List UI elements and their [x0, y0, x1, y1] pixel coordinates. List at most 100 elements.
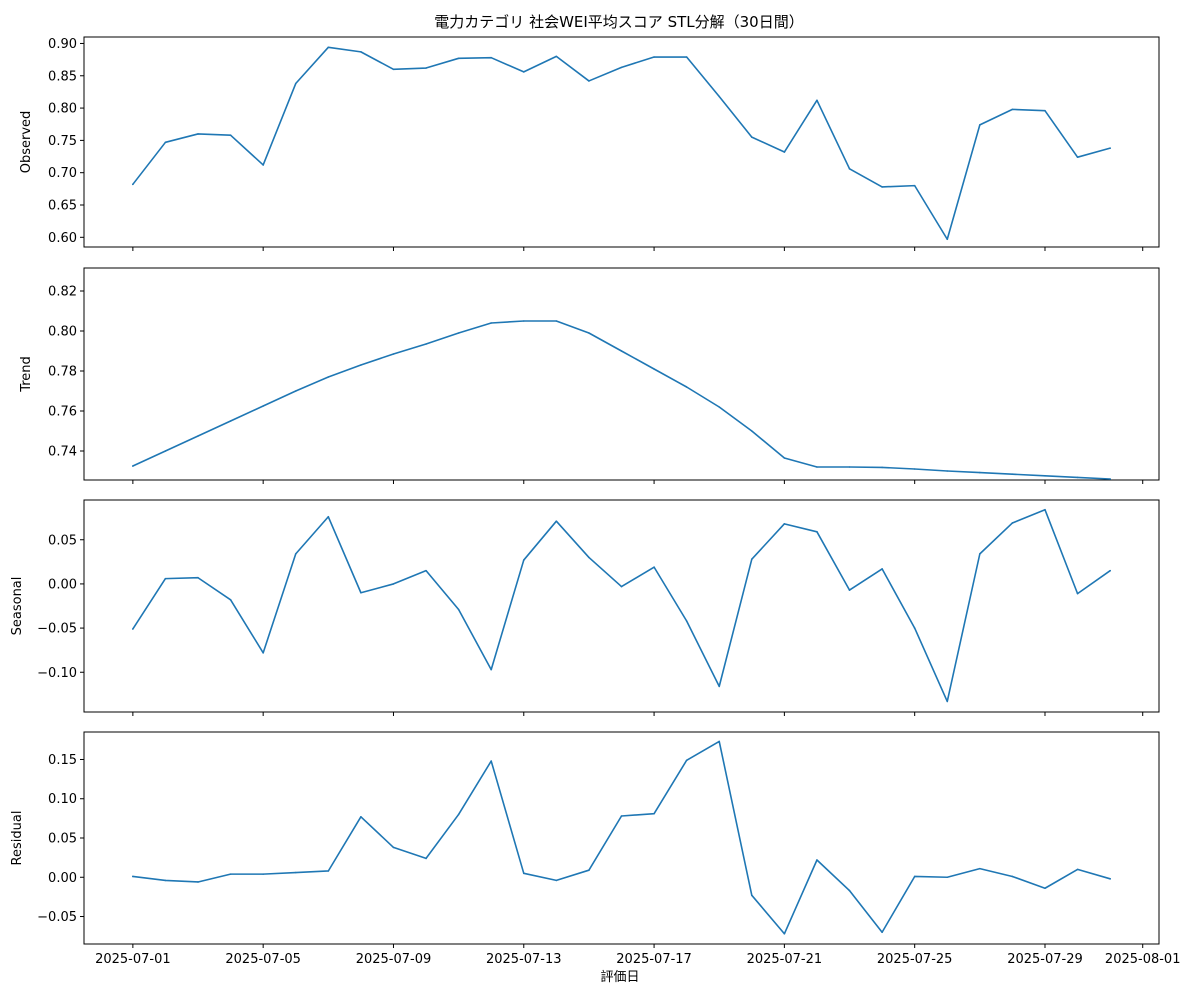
- data-point: [197, 881, 199, 883]
- data-point: [653, 56, 655, 58]
- y-tick-label: 0.82: [48, 285, 77, 300]
- panel-frame: [83, 267, 1160, 481]
- data-point: [360, 591, 362, 594]
- data-point: [262, 405, 264, 407]
- data-point: [1011, 473, 1014, 476]
- data-point: [327, 376, 330, 378]
- data-point: [132, 875, 134, 878]
- data-point: [718, 406, 721, 408]
- data-point: [262, 652, 264, 654]
- data-point: [262, 873, 264, 875]
- data-point: [392, 846, 395, 849]
- data-point: [718, 740, 721, 743]
- y-tick-label: 0.75: [48, 134, 77, 149]
- data-point: [294, 82, 297, 85]
- y-tick-label: −0.05: [37, 910, 77, 925]
- panel-frame: [83, 36, 1160, 248]
- data-point: [1076, 156, 1079, 158]
- y-axis-label-seasonal: Seasonal: [10, 577, 25, 636]
- data-point: [946, 238, 949, 241]
- data-point: [1044, 508, 1046, 511]
- data-point: [816, 99, 818, 102]
- data-point: [1109, 569, 1111, 572]
- x-tick-label: 2025-08-01: [1105, 952, 1181, 967]
- data-point: [522, 320, 525, 322]
- y-tick-label: 0.00: [48, 577, 77, 592]
- panel-frame: [83, 499, 1160, 713]
- data-point: [946, 876, 949, 879]
- y-axis-label-trend: Trend: [19, 356, 34, 393]
- data-point: [360, 364, 362, 366]
- data-point: [425, 67, 427, 69]
- data-point: [848, 889, 851, 892]
- y-tick-label: 0.15: [48, 753, 77, 768]
- data-point: [1011, 108, 1014, 111]
- panel-seasonal: −0.10 −0.05 0.00 0.05 Seasonal: [10, 499, 1160, 716]
- y-tick-label: 0.05: [48, 533, 77, 548]
- data-point: [751, 430, 753, 432]
- data-point: [1109, 478, 1111, 480]
- data-point: [327, 46, 330, 49]
- data-point: [620, 815, 623, 817]
- data-point: [457, 608, 460, 611]
- data-point: [685, 386, 688, 388]
- data-point: [1076, 592, 1079, 595]
- data-point: [979, 867, 981, 870]
- data-point: [360, 816, 362, 818]
- data-point: [490, 56, 493, 59]
- data-point: [979, 471, 981, 474]
- data-point: [620, 66, 623, 69]
- panels-layer: 0.60 0.65 0.70 0.75 0.80 0.85 0.90 Observed 0.74…: [10, 36, 1181, 967]
- data-point: [1044, 475, 1046, 477]
- data-point: [816, 466, 818, 468]
- data-point: [360, 51, 362, 53]
- data-point: [848, 168, 851, 170]
- data-point: [881, 931, 883, 934]
- data-point: [327, 515, 330, 518]
- data-point: [881, 568, 883, 570]
- data-point: [164, 879, 167, 882]
- data-point: [1044, 887, 1046, 890]
- data-point: [555, 520, 558, 522]
- data-point: [1109, 147, 1111, 149]
- y-tick-label: 0.65: [48, 199, 77, 214]
- y-tick-label: 0.78: [48, 365, 77, 380]
- data-point: [490, 322, 493, 324]
- data-point: [946, 470, 949, 472]
- x-tick-label: 2025-07-29: [1007, 952, 1083, 967]
- y-tick-label: 0.90: [48, 37, 77, 52]
- data-point: [164, 577, 167, 580]
- x-tick-label: 2025-07-21: [747, 952, 823, 967]
- data-point: [783, 523, 786, 525]
- y-tick-label: −0.05: [37, 622, 77, 637]
- data-point: [555, 55, 558, 58]
- data-point: [1109, 878, 1111, 880]
- data-point: [751, 558, 753, 560]
- x-tick-label: 2025-07-09: [356, 952, 432, 967]
- y-tick-label: 0.80: [48, 102, 77, 117]
- y-tick-label: 0.74: [48, 445, 77, 460]
- data-point: [685, 620, 688, 622]
- data-point: [229, 873, 232, 875]
- data-point: [522, 872, 525, 875]
- data-point: [490, 668, 493, 671]
- y-axis-label-residual: Residual: [10, 811, 25, 866]
- data-point: [164, 450, 167, 452]
- data-point: [913, 875, 916, 878]
- data-point: [881, 186, 883, 188]
- y-axis-label-observed: Observed: [19, 111, 34, 174]
- data-point: [229, 420, 232, 422]
- data-point: [457, 57, 460, 60]
- data-point: [1076, 476, 1079, 479]
- data-point: [685, 56, 688, 58]
- data-point: [653, 566, 655, 568]
- data-point: [197, 576, 199, 579]
- panel-trend: 0.74 0.76 0.78 0.80 0.82 Trend: [19, 267, 1160, 484]
- data-point: [751, 136, 753, 138]
- data-point: [848, 589, 851, 591]
- data-point: [718, 95, 721, 98]
- x-tick-label: 2025-07-25: [877, 952, 953, 967]
- data-point: [620, 585, 623, 588]
- y-tick-label: 0.00: [48, 871, 77, 886]
